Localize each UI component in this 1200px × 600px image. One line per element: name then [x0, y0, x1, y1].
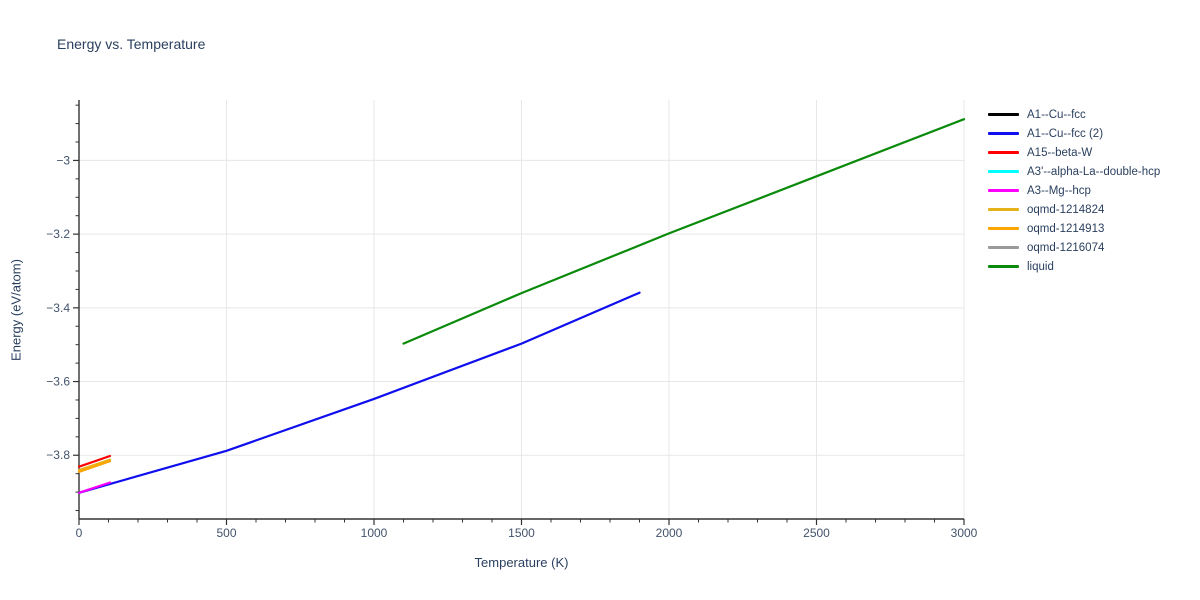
legend: A1--Cu--fcc A1--Cu--fcc (2) A15--beta-W A3'… [988, 105, 1160, 276]
axis-tick-labels: 0 500 1000 1500 2000 2500 3000 −3 −3.2 −3.4 −3.6 −3… [46, 153, 977, 540]
series-line-a15-beta-w [77, 454, 112, 468]
y-tick-label: −3.6 [46, 375, 70, 389]
x-tick-label: 0 [76, 526, 83, 540]
series-line-oqmd-1214913 [77, 460, 112, 473]
legend-label: A1--Cu--fcc [1027, 108, 1086, 121]
legend-swatch-line [988, 208, 1019, 211]
y-axis-title: Energy (eV/atom) [8, 259, 24, 361]
y-tick-label: −3.2 [46, 227, 70, 241]
x-axis-title: Temperature (K) [474, 555, 569, 570]
legend-swatch-line [988, 113, 1019, 116]
legend-item-liquid[interactable]: liquid [988, 257, 1160, 276]
legend-swatch-line [988, 265, 1019, 268]
legend-label: oqmd-1216074 [1027, 241, 1105, 254]
legend-item-a3-mg-hcp[interactable]: A3--Mg--hcp [988, 181, 1160, 200]
legend-swatch-line [988, 246, 1019, 249]
legend-item-a1-cu-fcc-2-[interactable]: A1--Cu--fcc (2) [988, 124, 1160, 143]
y-tick-label: −3.8 [46, 448, 70, 462]
x-tick-label: 3000 [951, 526, 978, 540]
legend-swatch-line [988, 189, 1019, 192]
legend-item-a3-alpha-la-double-hcp[interactable]: A3'--alpha-La--double-hcp [988, 162, 1160, 181]
legend-label: liquid [1027, 260, 1054, 273]
legend-label: A3--Mg--hcp [1027, 184, 1091, 197]
legend-label: A3'--alpha-La--double-hcp [1027, 165, 1161, 178]
legend-label: A1--Cu--fcc (2) [1027, 127, 1104, 140]
chart-title: Energy vs. Temperature [57, 36, 206, 52]
y-tick-label: −3.4 [46, 301, 70, 315]
axis-ticks [73, 104, 965, 525]
legend-label: oqmd-1214824 [1027, 203, 1105, 216]
x-tick-label: 2500 [803, 526, 830, 540]
legend-label: oqmd-1214913 [1027, 222, 1105, 235]
legend-swatch-line [988, 227, 1019, 230]
series-lines [77, 118, 966, 494]
x-tick-label: 1000 [361, 526, 388, 540]
gridlines [79, 100, 965, 519]
legend-item-oqmd-1214913[interactable]: oqmd-1214913 [988, 219, 1160, 238]
series-line-a3-mg-hcp [77, 481, 112, 494]
legend-item-a1-cu-fcc[interactable]: A1--Cu--fcc [988, 105, 1160, 124]
y-tick-label: −3 [56, 153, 70, 167]
legend-swatch-line [988, 170, 1019, 173]
legend-item-a15-beta-w[interactable]: A15--beta-W [988, 143, 1160, 162]
legend-swatch-line [988, 132, 1019, 135]
x-tick-label: 2000 [656, 526, 683, 540]
legend-item-oqmd-1216074[interactable]: oqmd-1216074 [988, 238, 1160, 257]
series-line-liquid [402, 118, 966, 345]
x-tick-label: 500 [216, 526, 236, 540]
legend-item-oqmd-1214824[interactable]: oqmd-1214824 [988, 200, 1160, 219]
series-line-a1-cu-fcc-2- [77, 291, 641, 494]
legend-label: A15--beta-W [1027, 146, 1093, 159]
series-line-oqmd-1214824 [77, 458, 112, 472]
legend-swatch-line [988, 151, 1019, 154]
x-tick-label: 1500 [508, 526, 535, 540]
